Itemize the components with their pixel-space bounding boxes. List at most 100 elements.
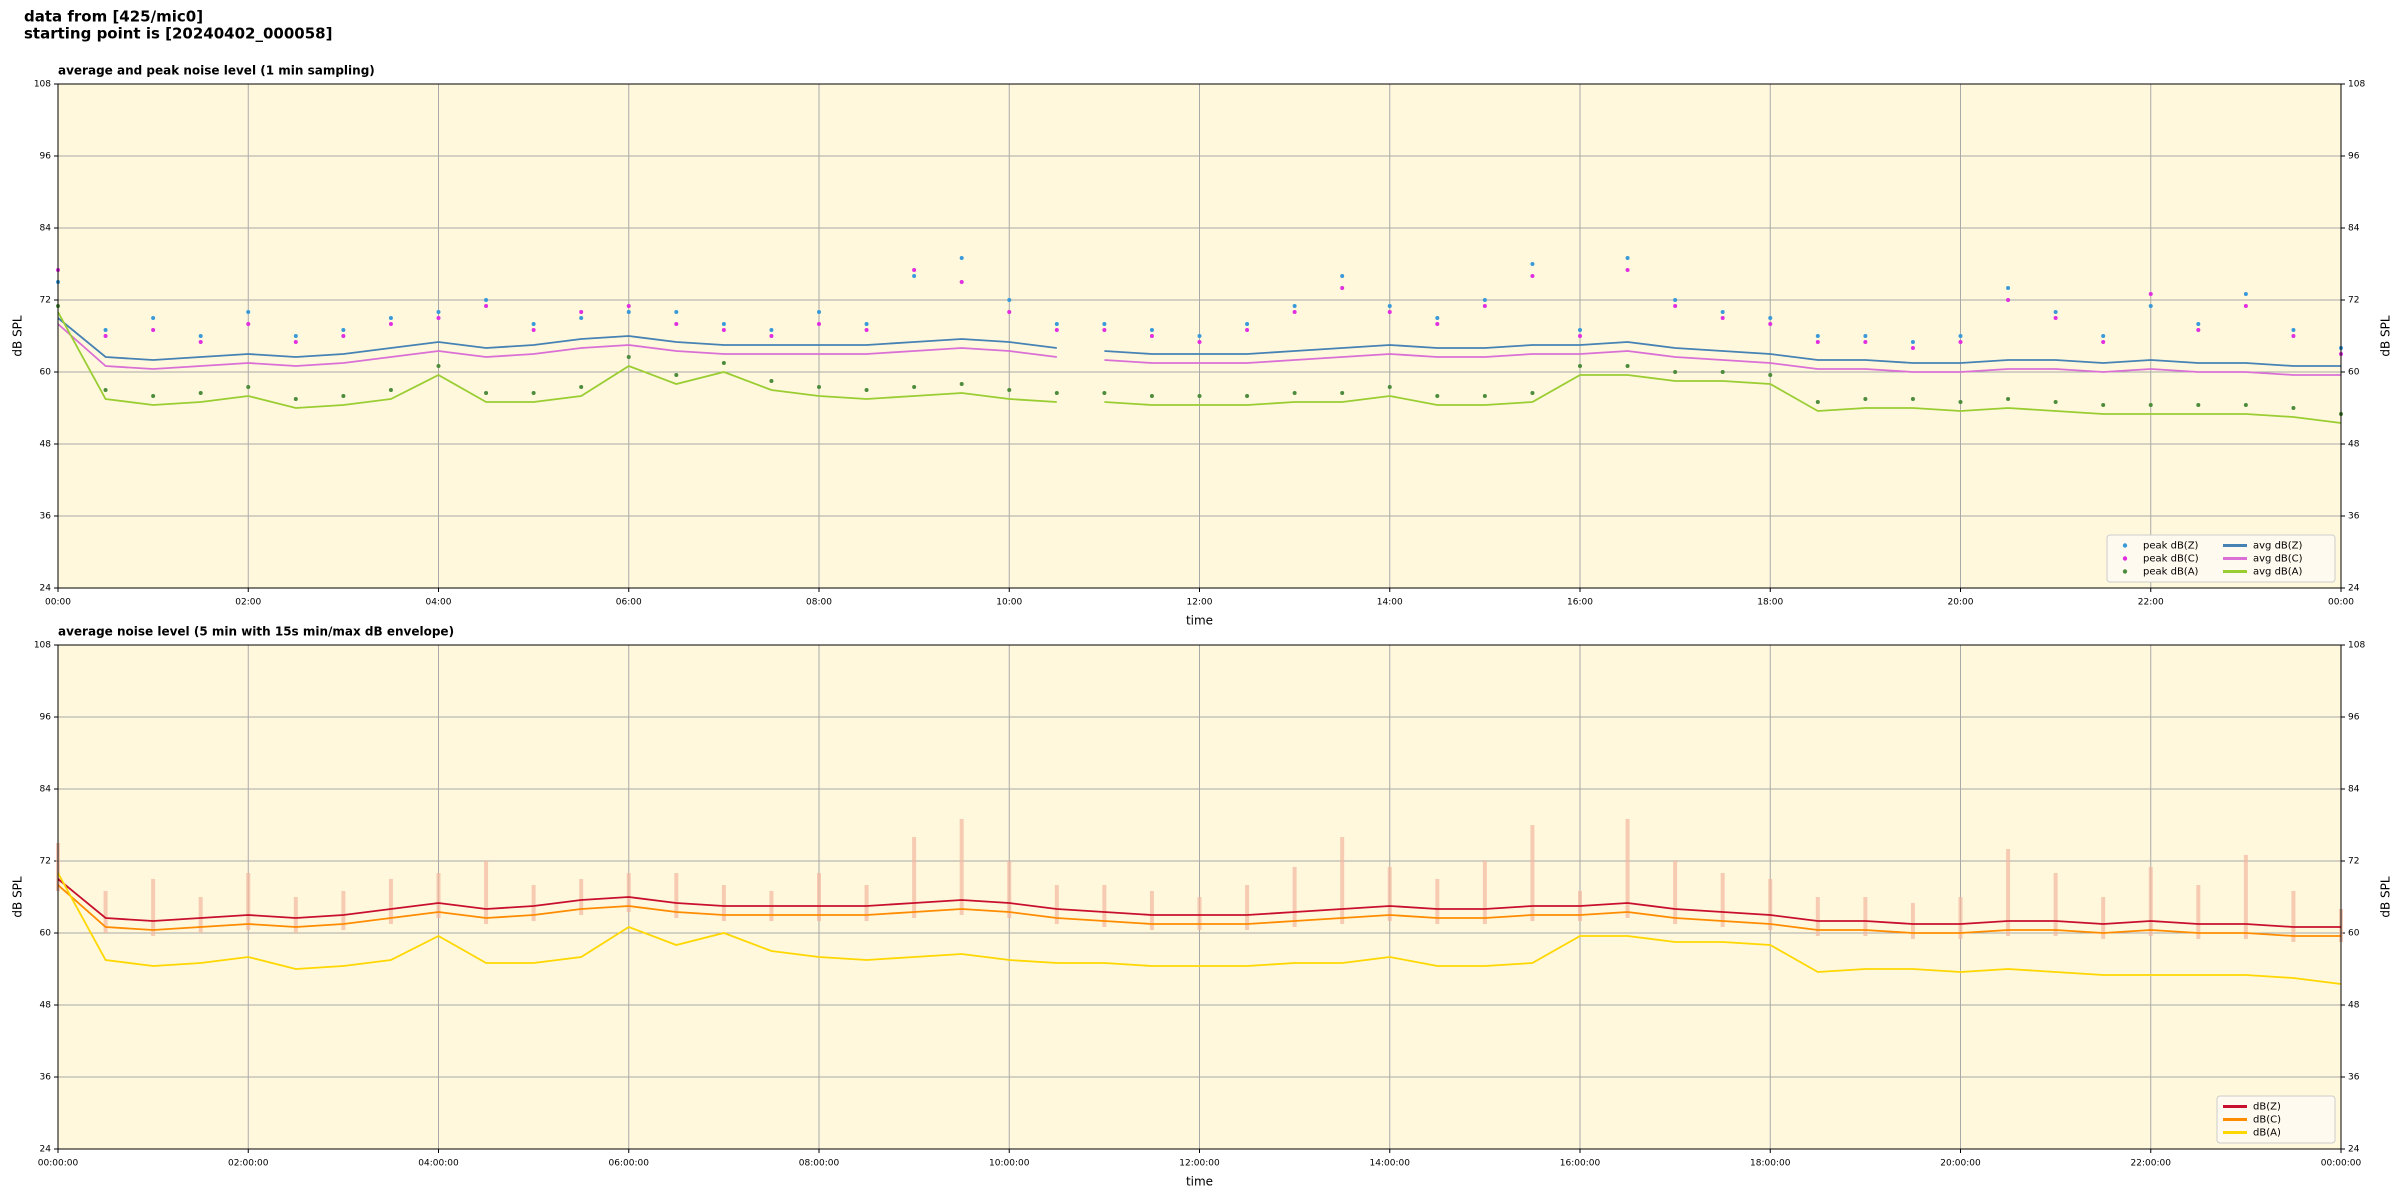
x-tick-label: 10:00 bbox=[996, 598, 1022, 608]
peak-point bbox=[531, 322, 536, 326]
peak-point bbox=[198, 334, 203, 338]
peak-point bbox=[103, 388, 108, 392]
series-line bbox=[57, 872, 2342, 985]
x-tick-label: 14:00 bbox=[1377, 598, 1403, 608]
peak-point bbox=[2243, 304, 2248, 308]
y-tick-label: 36 bbox=[40, 512, 52, 522]
peak-point bbox=[1578, 328, 1582, 332]
peak-point bbox=[1720, 316, 1725, 320]
legend-label: peak dB(Z) bbox=[2143, 541, 2199, 552]
y-tick-label: 60 bbox=[40, 368, 52, 378]
y-tick-label: 96 bbox=[40, 713, 52, 723]
y2-tick-label: 108 bbox=[2348, 641, 2365, 651]
peak-point bbox=[1435, 316, 1440, 320]
peak-point bbox=[1578, 334, 1582, 338]
x-tick-label: 20:00:00 bbox=[1940, 1159, 1981, 1169]
peak-point bbox=[1673, 304, 1678, 308]
peak-point bbox=[436, 364, 441, 368]
peak-point bbox=[1197, 394, 1202, 398]
peak-point bbox=[1910, 346, 1915, 350]
x-tick-label: 08:00 bbox=[806, 598, 832, 608]
peak-point bbox=[1292, 391, 1297, 395]
peak-point bbox=[2196, 328, 2201, 332]
x-tick-label: 22:00:00 bbox=[2131, 1159, 2172, 1169]
peak-point bbox=[2101, 340, 2106, 344]
peak-point bbox=[1815, 400, 1820, 404]
x-tick-label: 16:00:00 bbox=[1560, 1159, 1601, 1169]
legend-label: dB(C) bbox=[2253, 1115, 2281, 1126]
peak-point bbox=[2243, 292, 2248, 296]
peak-point bbox=[2196, 403, 2201, 407]
x-tick-label: 00:00 bbox=[45, 598, 71, 608]
x-tick-label: 22:00 bbox=[2138, 598, 2164, 608]
y2-tick-label: 84 bbox=[2348, 224, 2360, 234]
peak-point bbox=[674, 322, 679, 326]
peak-point bbox=[246, 385, 251, 389]
panel-title: average and peak noise level (1 min samp… bbox=[58, 64, 375, 78]
peak-point bbox=[103, 328, 108, 332]
peak-point bbox=[1007, 388, 1012, 392]
peak-point bbox=[2006, 397, 2011, 401]
y2-tick-label: 48 bbox=[2348, 440, 2360, 450]
peak-point bbox=[1102, 322, 1107, 326]
peak-point bbox=[1530, 391, 1535, 395]
peak-point bbox=[436, 310, 441, 314]
y-tick-label: 24 bbox=[40, 584, 52, 594]
peak-point bbox=[2291, 406, 2296, 410]
x-axis-label: time bbox=[1186, 614, 1213, 628]
series-line bbox=[57, 878, 2341, 928]
peak-point bbox=[484, 298, 489, 302]
peak-point bbox=[959, 256, 964, 260]
peak-point bbox=[1387, 385, 1392, 389]
legend-marker bbox=[2122, 569, 2128, 574]
peak-point bbox=[1768, 322, 1773, 326]
peak-point bbox=[1625, 256, 1630, 260]
peak-point bbox=[1958, 334, 1963, 338]
peak-point bbox=[626, 304, 631, 308]
y-axis-label: dB SPL bbox=[11, 315, 25, 357]
peak-point bbox=[626, 310, 631, 314]
peak-point bbox=[864, 328, 869, 332]
plot-frame bbox=[57, 644, 2342, 1150]
peak-point bbox=[579, 385, 584, 389]
peak-point bbox=[2101, 334, 2106, 338]
peak-point bbox=[674, 373, 679, 377]
peak-point bbox=[1673, 370, 1678, 374]
peak-point bbox=[388, 388, 393, 392]
peak-point bbox=[1768, 316, 1773, 320]
peak-point bbox=[1910, 397, 1915, 401]
peak-point bbox=[1673, 298, 1678, 302]
peak-point bbox=[531, 328, 536, 332]
peak-point bbox=[769, 334, 774, 338]
peak-point bbox=[912, 274, 917, 278]
x-tick-label: 00:00:00 bbox=[38, 1159, 79, 1169]
y-tick-label: 84 bbox=[40, 785, 52, 795]
series-line bbox=[57, 884, 2341, 937]
x-tick-label: 02:00 bbox=[235, 598, 261, 608]
peak-point bbox=[1482, 304, 1487, 308]
x-tick-label: 06:00 bbox=[616, 598, 642, 608]
peak-point bbox=[198, 391, 203, 395]
legend-label: peak dB(A) bbox=[2143, 567, 2199, 578]
peak-point bbox=[579, 316, 584, 320]
peak-point bbox=[2053, 400, 2058, 404]
legend-label: peak dB(C) bbox=[2143, 554, 2199, 565]
peak-point bbox=[2006, 286, 2011, 290]
peak-point bbox=[1007, 298, 1012, 302]
y-tick-label: 60 bbox=[40, 929, 52, 939]
peak-point bbox=[293, 340, 298, 344]
peak-point bbox=[293, 397, 298, 401]
peak-point bbox=[341, 394, 346, 398]
peak-point bbox=[2243, 403, 2248, 407]
x-tick-label: 16:00 bbox=[1567, 598, 1593, 608]
peak-point bbox=[151, 316, 156, 320]
panel-title: average noise level (5 min with 15s min/… bbox=[58, 625, 454, 639]
y2-tick-label: 24 bbox=[2348, 1145, 2360, 1155]
series-line bbox=[57, 323, 2341, 376]
peak-point bbox=[2006, 298, 2011, 302]
x-axis-label: time bbox=[1186, 1175, 1213, 1189]
peak-point bbox=[626, 355, 631, 359]
y-tick-label: 48 bbox=[40, 1001, 52, 1011]
peak-point bbox=[1387, 304, 1392, 308]
y2-axis-label: dB SPL bbox=[2379, 876, 2393, 918]
